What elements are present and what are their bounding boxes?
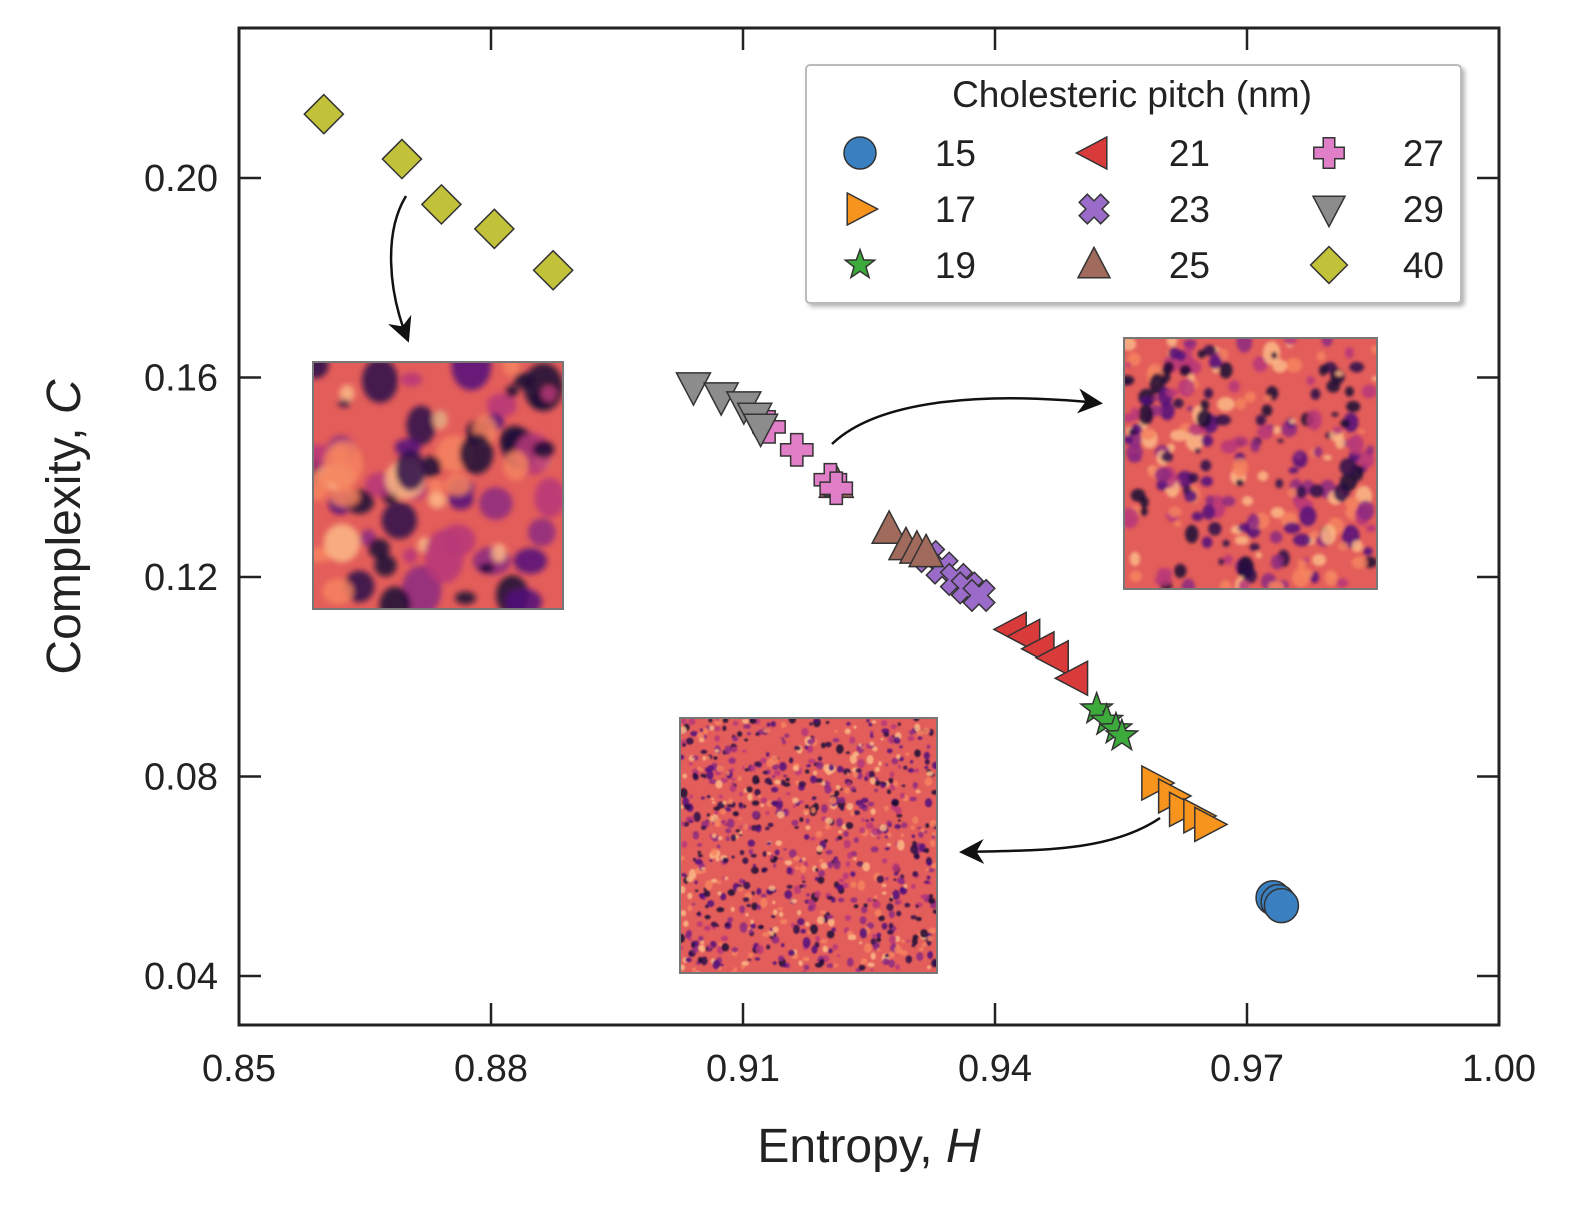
arrow-to-medium-inset xyxy=(831,388,1103,445)
y-tick-label: 0.04 xyxy=(144,956,218,998)
data-point-pitch-17 xyxy=(1194,806,1229,843)
axis-ticks xyxy=(237,28,1501,1025)
inset-coarse xyxy=(312,361,564,610)
x-tick-label: 0.97 xyxy=(1210,1048,1284,1090)
legend-box xyxy=(805,64,1462,304)
data-point-pitch-29 xyxy=(742,413,779,449)
legend-label-40: 40 xyxy=(1403,245,1444,286)
legend-marker-23 xyxy=(1078,193,1110,225)
y-tick-label: 0.16 xyxy=(144,358,218,400)
data-point-pitch-29 xyxy=(702,382,740,417)
y-tick-label: 0.20 xyxy=(144,158,218,200)
legend-marker-25 xyxy=(1076,245,1112,279)
insets xyxy=(312,337,1378,974)
data-point-pitch-23 xyxy=(962,578,996,613)
data-point-pitch-40 xyxy=(532,249,574,291)
y-tick-label: 0.08 xyxy=(144,757,218,799)
legend-label-21: 21 xyxy=(1169,133,1210,174)
legend-label-15: 15 xyxy=(935,133,976,174)
legend-label-17: 17 xyxy=(935,189,976,230)
data-point-pitch-25 xyxy=(870,509,908,544)
y-axis-label: Complexity, C xyxy=(38,379,91,675)
inset-fine xyxy=(679,717,938,974)
legend-title: Cholesteric pitch (nm) xyxy=(952,74,1312,115)
legend-label-27: 27 xyxy=(1403,133,1444,174)
data-point-pitch-27 xyxy=(779,432,814,467)
legend-label-19: 19 xyxy=(935,245,976,286)
data-point-pitch-21 xyxy=(1034,639,1069,677)
data-point-pitch-40 xyxy=(420,183,463,226)
axis-tick-labels: 0.85 0.88 0.91 0.94 0.97 1.00 0.04 0.08 0.12 0.16… xyxy=(144,158,1536,1090)
data-point-pitch-40 xyxy=(381,138,423,180)
legend-label-23: 23 xyxy=(1169,189,1210,230)
data-point-pitch-40 xyxy=(303,93,345,135)
x-axis-label: Entropy, H xyxy=(757,1120,981,1173)
x-tick-label: 0.91 xyxy=(706,1048,780,1090)
legend-label-25: 25 xyxy=(1169,245,1210,286)
data-point-pitch-40 xyxy=(473,208,515,250)
legend-marker-17 xyxy=(846,191,880,227)
legend-marker-40 xyxy=(1309,245,1349,285)
legend-label-29: 29 xyxy=(1403,189,1444,230)
y-tick-label: 0.12 xyxy=(144,557,218,599)
legend-marker-15 xyxy=(843,136,877,170)
x-tick-label: 1.00 xyxy=(1462,1048,1536,1090)
legend-marker-27 xyxy=(1313,137,1345,169)
legend: Cholesteric pitch (nm) 15 17 19 21 23 25 27 29 4… xyxy=(805,64,1462,304)
data-point-pitch-29 xyxy=(675,372,712,407)
legend-marker-19 xyxy=(843,247,877,280)
data-point-pitch-21 xyxy=(1053,660,1089,697)
data-markers xyxy=(303,93,1300,924)
data-point-pitch-19 xyxy=(1104,717,1140,752)
legend-marker-29 xyxy=(1311,195,1347,229)
data-point-pitch-25 xyxy=(907,532,945,568)
x-tick-label: 0.94 xyxy=(958,1048,1032,1090)
data-point-pitch-15 xyxy=(1263,887,1300,924)
inset-medium xyxy=(1123,337,1378,590)
legend-entries: 15 17 19 21 23 25 27 29 40 xyxy=(843,133,1444,286)
data-point-pitch-27 xyxy=(819,471,854,506)
annotation-arrows xyxy=(388,195,1161,864)
legend-marker-21 xyxy=(1074,135,1108,171)
x-tick-label: 0.85 xyxy=(202,1048,276,1090)
x-tick-label: 0.88 xyxy=(454,1048,528,1090)
arrow-to-coarse-inset xyxy=(388,195,412,343)
arrow-to-fine-inset xyxy=(959,816,1161,864)
